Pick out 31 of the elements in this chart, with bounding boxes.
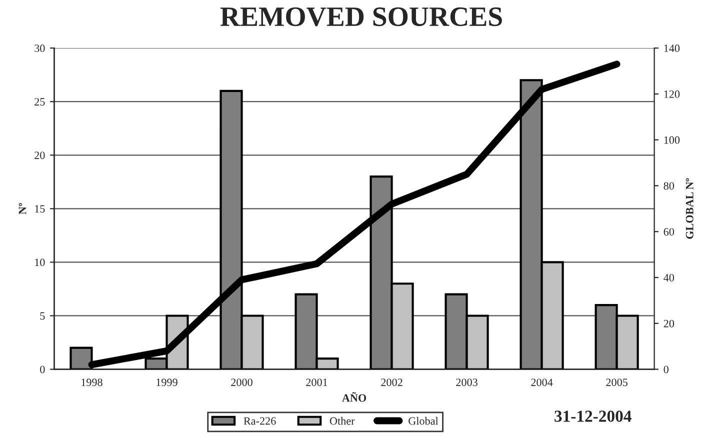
y2-tick-label: 140 — [664, 44, 680, 52]
y2-tick-label: 40 — [664, 274, 674, 282]
x-tick-label: 2003 — [456, 378, 478, 386]
y2-tick-label: 120 — [664, 90, 680, 98]
legend-label: Global — [408, 416, 438, 425]
y2-tick-label: 0 — [664, 366, 668, 374]
y2-tick-label: 100 — [664, 136, 680, 144]
y-axis-title: Nº — [18, 203, 26, 214]
text: 31-12-2004 — [554, 410, 632, 422]
y-tick-label: 30 — [34, 44, 45, 52]
legend-label: Other — [330, 416, 355, 425]
chart-title: REMOVED SOURCES — [220, 7, 502, 26]
x-tick-label: 2001 — [306, 378, 328, 386]
x-axis-title: AÑO — [342, 392, 366, 402]
y-tick-label: 20 — [34, 152, 45, 160]
y2-tick-label: 20 — [664, 320, 674, 328]
x-tick-label: 1999 — [156, 378, 178, 386]
y2-axis-title: GLOBAL Nº — [686, 178, 694, 239]
x-tick-label: 2005 — [606, 378, 628, 386]
y2-tick-label: 60 — [664, 228, 674, 236]
x-tick-label: 1998 — [82, 378, 102, 386]
x-tick-label: 2004 — [531, 378, 553, 386]
y-tick-label: 25 — [34, 98, 45, 106]
y2-tick-label: 80 — [664, 182, 674, 190]
y-tick-label: 0 — [40, 366, 45, 374]
y-tick-label: 10 — [35, 258, 45, 266]
x-tick-label: 2002 — [381, 378, 402, 386]
x-tick-label: 2000 — [231, 378, 252, 386]
legend-label: Ra-226 — [244, 417, 276, 425]
y-tick-label: 15 — [35, 205, 45, 213]
y-tick-label: 5 — [40, 312, 45, 320]
